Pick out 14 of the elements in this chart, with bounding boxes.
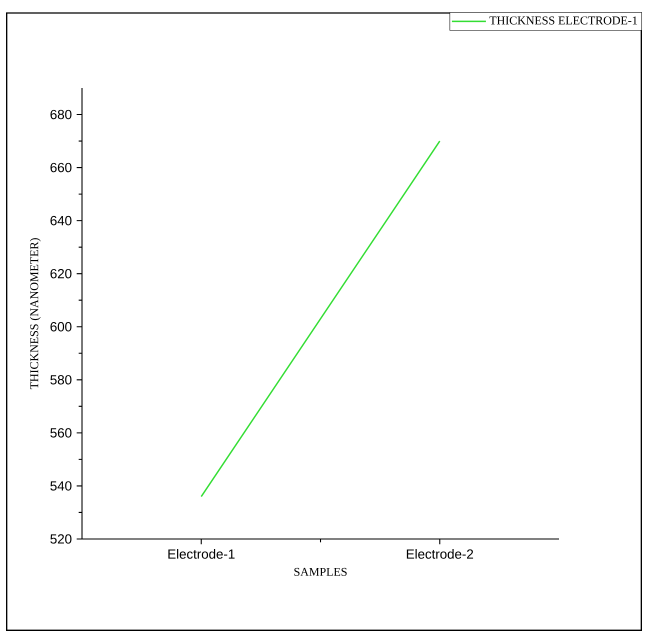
y-tick-label: 520 — [50, 534, 72, 544]
y-tick-label: 680 — [50, 110, 72, 120]
y-tick-label: 620 — [50, 268, 72, 278]
x-axis-title: SAMPLES — [294, 568, 347, 576]
y-tick-label: 540 — [50, 481, 72, 491]
y-axis-title: THICKNESS (NANOMETER) — [30, 238, 41, 390]
y-tick-label: 640 — [50, 216, 72, 226]
y-tick-label: 560 — [50, 428, 72, 438]
y-tick-label: 580 — [50, 375, 72, 385]
x-tick-label: Electrode-2 — [406, 548, 474, 559]
legend-label: THICKNESS ELECTRODE-1 — [490, 16, 638, 25]
y-tick-label: 660 — [50, 162, 72, 172]
x-tick-label: Electrode-1 — [168, 548, 235, 559]
y-tick-label: 600 — [50, 322, 72, 332]
